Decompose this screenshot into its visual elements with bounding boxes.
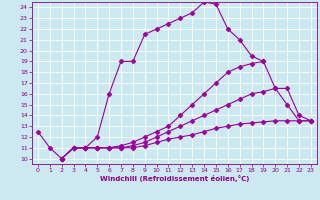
X-axis label: Windchill (Refroidissement éolien,°C): Windchill (Refroidissement éolien,°C) — [100, 175, 249, 182]
